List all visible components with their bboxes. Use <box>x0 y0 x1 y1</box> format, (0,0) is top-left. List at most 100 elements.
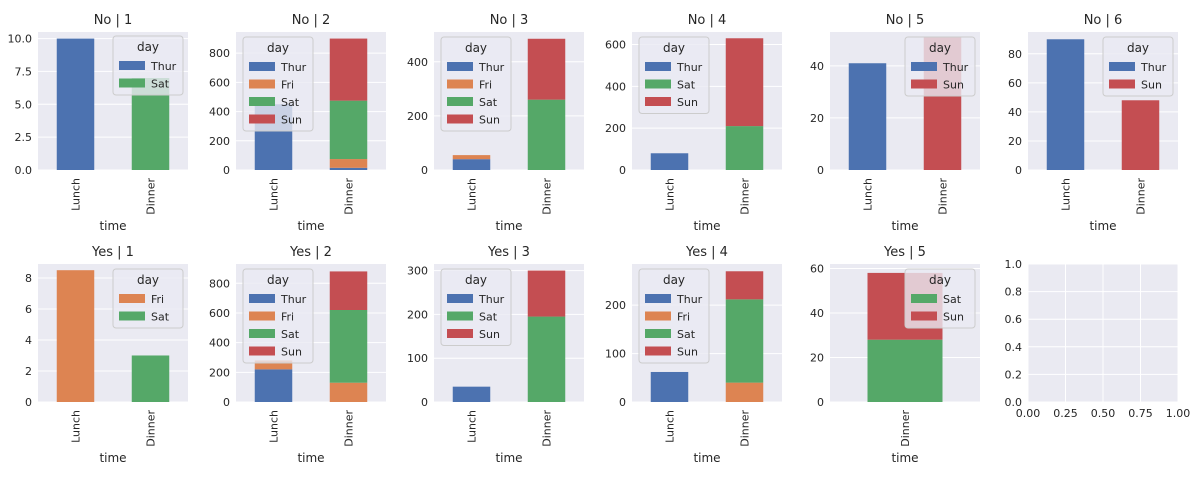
x-axis-label: time <box>693 451 720 465</box>
y-tick-label: 8 <box>25 272 32 285</box>
y-tick-label: 200 <box>209 135 230 148</box>
legend-label: Sat <box>677 328 696 341</box>
legend: day Sat Sun <box>904 268 976 329</box>
legend-label: Sun <box>677 346 698 359</box>
subplot-5: 0 20 40 Lunch Dinner No | 5 time day Thur Sun <box>810 13 980 233</box>
legend-swatch-sun <box>645 97 671 106</box>
subplot-11: 0 20 40 60 Dinner Yes | 5 time day Sat Sun <box>810 245 980 465</box>
bar-lunch-thur <box>452 159 491 170</box>
bar-dinner-fri <box>725 382 764 402</box>
legend-title: day <box>465 41 487 55</box>
bar-lunch-fri <box>254 360 293 370</box>
x-axis-label: time <box>99 219 126 233</box>
y-tick-label: 200 <box>407 308 428 321</box>
y-tick-label: 300 <box>407 265 428 278</box>
legend-label: Sat <box>677 79 696 92</box>
bar-dinner-sat <box>867 339 943 402</box>
y-tick-label: 80 <box>1008 48 1022 61</box>
bar-dinner-sat <box>329 310 368 383</box>
subplot-9: 0 100 200 300 Lunch Dinner Yes | 3 time day Thur S… <box>407 245 584 465</box>
legend-title: day <box>267 41 289 55</box>
x-axis-label: time <box>297 219 324 233</box>
y-tick-label: 200 <box>407 110 428 123</box>
legend-swatch-thur <box>1109 62 1135 71</box>
legend: day Thur Sat <box>112 35 184 96</box>
x-tick-label: Dinner <box>343 410 356 447</box>
legend: day Thur Sat Sun <box>440 268 512 346</box>
legend-label: Fri <box>151 293 164 306</box>
bar-dinner-fri <box>329 159 368 168</box>
y-tick-label: 400 <box>605 80 626 93</box>
y-tick-label: 0 <box>1015 164 1022 177</box>
legend-title: day <box>1127 41 1149 55</box>
x-tick-label: Lunch <box>1060 178 1073 211</box>
x-axis-label: time <box>297 451 324 465</box>
legend-label: Thur <box>280 293 307 306</box>
legend-swatch-sat <box>645 79 671 89</box>
bar-lunch-thur <box>452 386 491 402</box>
legend-label: Fri <box>281 79 294 92</box>
legend-label: Sat <box>151 311 170 324</box>
legend-frame <box>242 268 314 364</box>
y-tick-label: 0 <box>817 396 824 409</box>
subplot-4: 0 200 400 600 Lunch Dinner No | 4 time day Thur Sa… <box>605 13 782 233</box>
legend-swatch-sun <box>645 346 671 356</box>
x-tick-label: Lunch <box>664 410 677 443</box>
bar-lunch-thur <box>650 371 689 402</box>
legend-swatch-thur <box>249 62 275 71</box>
legend-label: Sun <box>281 114 302 127</box>
bar-dinner-sat <box>527 99 566 170</box>
y-tick-label: 0 <box>619 164 626 177</box>
y-tick-label: 0 <box>619 396 626 409</box>
x-tick-label: 1.00 <box>1166 407 1191 420</box>
subplot-2: 0 200 400 600 800 Lunch Dinner No | 2 time day Thu… <box>209 13 386 233</box>
legend-label: Thur <box>478 61 505 74</box>
legend-swatch-sat <box>249 329 275 338</box>
legend-label: Fri <box>281 311 294 324</box>
legend-label: Thur <box>942 61 969 74</box>
y-tick-label: 0.4 <box>1005 341 1023 354</box>
bar-dinner-sat <box>725 299 764 383</box>
legend-label: Sun <box>943 79 964 92</box>
bar-dinner-sun <box>329 271 368 310</box>
bar-dinner-sun <box>527 270 566 317</box>
legend-frame <box>638 36 710 114</box>
y-tick-label: 6 <box>25 303 32 316</box>
x-tick-label: Lunch <box>268 178 281 211</box>
legend-swatch-sat <box>119 311 145 321</box>
x-tick-label: Dinner <box>145 178 158 215</box>
subplot-title: Yes | 3 <box>487 245 530 260</box>
legend-frame <box>638 268 710 364</box>
subplot-title: Yes | 2 <box>289 245 332 260</box>
bar-dinner-sun <box>1121 100 1160 170</box>
y-tick-label: 40 <box>1008 106 1022 119</box>
legend-label: Thur <box>1140 61 1167 74</box>
subplot-1: 0.0 2.5 5.0 7.5 10.0 Lunch Dinner No | 1 time day… <box>8 13 188 233</box>
legend-swatch-sun <box>911 79 937 89</box>
legend: day Thur Fri Sat Sun <box>242 36 314 132</box>
legend-swatch-thur <box>645 62 671 71</box>
bar-lunch-thur <box>650 153 689 170</box>
legend-label: Sat <box>479 311 498 324</box>
subplot-10: 0 100 200 Lunch Dinner Yes | 4 time day Thur Fri S… <box>605 245 782 465</box>
y-tick-label: 0 <box>223 164 230 177</box>
legend-swatch-sun <box>447 329 473 338</box>
legend-label: Sun <box>1141 79 1162 92</box>
y-tick-label: 400 <box>209 106 230 119</box>
y-tick-label: 100 <box>605 348 626 361</box>
legend-swatch-thur <box>447 62 473 71</box>
x-tick-label: Lunch <box>664 178 677 211</box>
x-axis-label: time <box>495 219 522 233</box>
y-tick-label: 0 <box>223 396 230 409</box>
x-tick-label: Dinner <box>739 410 752 447</box>
y-tick-label: 60 <box>1008 77 1022 90</box>
y-tick-label: 0 <box>25 396 32 409</box>
bar-dinner-sat <box>527 316 566 402</box>
legend-label: Fri <box>479 79 492 92</box>
subplot-title: Yes | 5 <box>883 245 926 260</box>
subplot-title: No | 5 <box>886 13 925 28</box>
subplot-title: No | 4 <box>688 13 727 28</box>
legend-swatch-thur <box>249 294 275 303</box>
legend-frame <box>440 268 512 346</box>
x-tick-label: 0.50 <box>1091 407 1116 420</box>
